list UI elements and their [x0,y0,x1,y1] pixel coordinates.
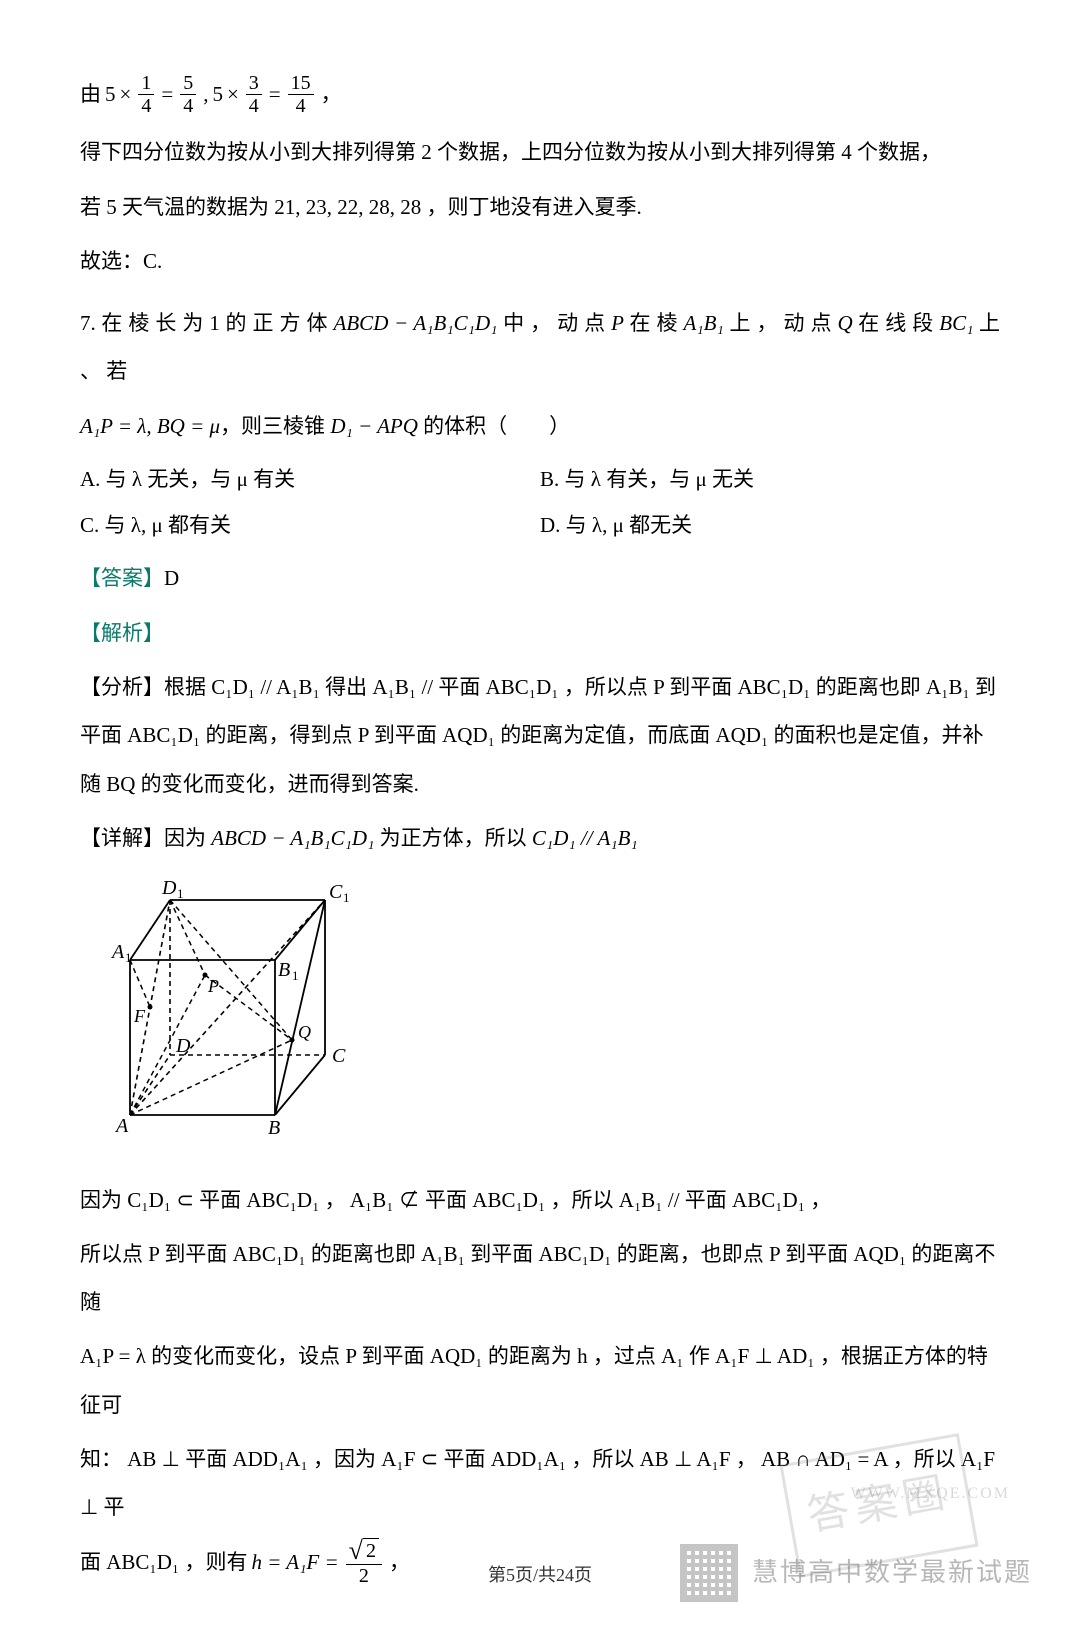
watermark: 慧博高中数学最新试题 [680,1543,1032,1603]
svg-text:A: A [110,941,125,963]
f2a: 5 [212,70,223,118]
option-b: B. 与 λ 有关，与 μ 无关 [540,456,1000,502]
svg-text:1: 1 [177,886,184,901]
analysis-label: 【解析】 [80,621,164,645]
detail1: 【详解】因为 ABCD − A₁B₁C₁D₁ 为正方体，所以 C₁D₁ // A… [80,814,1000,862]
frac-15-4: 15 4 [288,72,314,117]
svg-text:B: B [268,1117,280,1139]
svg-text:1: 1 [125,950,132,965]
svg-text:B: B [278,959,290,981]
page: 由 5 × 1 4 = 5 4 , 5 × 3 4 = 15 4 ， 得下四分位… [0,0,1080,1633]
option-a: A. 与 λ 无关，与 μ 有关 [80,456,540,502]
eq2: = [269,70,281,118]
cube-svg: D1 C1 A1 B1 A B C D P Q F [110,880,360,1140]
f1a: 5 [105,70,116,118]
svg-text:C: C [332,1045,346,1067]
formula-prefix: 由 [80,70,101,118]
svg-text:D: D [175,1035,191,1057]
para3: 所以点 P 到平面 ABC₁D₁ 的距离也即 A₁B₁ 到平面 ABC₁D₁ 的… [80,1230,1000,1327]
intro-line4: 故选：C. [80,237,1000,285]
q7-options: A. 与 λ 无关，与 μ 有关 B. 与 λ 有关，与 μ 无关 C. 与 λ… [80,456,1000,548]
para2: 因为 C₁D₁ ⊂ 平面 ABC₁D₁ ， A₁B₁ ⊄ 平面 ABC₁D₁ ，… [80,1176,1000,1224]
tail: ， [321,70,342,118]
q7-stem: 7. 在 棱 长 为 1 的 正 方 体 ABCD − A₁B₁C₁D₁ 中 ，… [80,299,1000,396]
intro-line3: 若 5 天气温的数据为 21, 23, 22, 28, 28 ，则丁地没有进入夏… [80,183,1000,231]
answer-line: 【答案】D [80,554,1000,602]
frac-5-4: 5 4 [180,72,196,117]
svg-text:P: P [207,976,219,996]
answer-label: 【答案】 [80,566,164,590]
svg-text:1: 1 [343,890,350,905]
svg-text:A: A [114,1115,129,1137]
cube-diagram: D1 C1 A1 B1 A B C D P Q F [110,880,1000,1157]
intro-formula: 由 5 × 1 4 = 5 4 , 5 × 3 4 = 15 4 ， [80,70,1000,118]
f1op: × [120,70,132,118]
fenxi-body: 根据 C₁D₁ // A₁B₁ 得出 A₁B₁ // 平面 ABC₁D₁ ，所以… [80,675,996,796]
detail-label: 【详解】 [80,826,164,850]
option-c: C. 与 λ, μ 都有关 [80,502,540,548]
eq1: = [161,70,173,118]
analysis-line: 【解析】 [80,609,1000,657]
svg-text:Q: Q [298,1022,311,1042]
watermark-text: 慧博高中数学最新试题 [752,1543,1032,1603]
fenxi: 【分析】根据 C₁D₁ // A₁B₁ 得出 A₁B₁ // 平面 ABC₁D₁… [80,663,1000,808]
para4: A₁P = λ 的变化而变化，设点 P 到平面 AQD₁ 的距离为 h ，过点 … [80,1332,1000,1429]
svg-text:D: D [161,880,177,899]
svg-text:C: C [329,881,343,903]
qr-icon [680,1544,738,1602]
answer-value: D [164,566,179,590]
comma: , [203,70,208,118]
fenxi-label: 【分析】 [80,675,164,699]
svg-text:F: F [133,1006,146,1026]
svg-text:1: 1 [292,968,299,983]
option-d: D. 与 λ, μ 都无关 [540,502,1000,548]
f2op: × [227,70,239,118]
frac-3-4: 3 4 [246,72,262,117]
q7-cond: A₁P = λ, BQ = μ，则三棱锥 D₁ − APQ 的体积（ ） [80,402,1000,450]
frac-1-4: 1 4 [138,72,154,117]
intro-line2: 得下四分位数为按从小到大排列得第 2 个数据，上四分位数为按从小到大排列得第 4… [80,128,1000,176]
